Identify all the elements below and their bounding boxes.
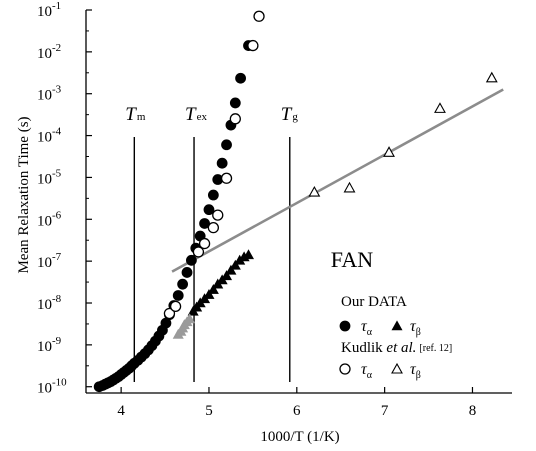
axes: 1000/T (1/K) Mean Relaxation Time (s): [16, 10, 512, 445]
kudlik-alpha-point: [163, 307, 176, 320]
alpha-point: [207, 189, 219, 201]
y-tick-label: 10-4: [37, 126, 62, 146]
series-triangle-filled: [187, 249, 255, 316]
legend-kudlik-beta-label: τβ: [410, 361, 421, 381]
series-circle-filled: [93, 40, 254, 393]
alpha-point: [221, 139, 232, 151]
y-tick-label: 10-10: [37, 377, 67, 397]
legend-alpha-label: τα: [361, 318, 373, 338]
fit-line-group: [171, 88, 504, 273]
y-tick-label: 10-3: [37, 84, 62, 104]
beta-point: [225, 264, 237, 275]
beta-point: [221, 270, 233, 281]
beta-point: [229, 259, 241, 270]
kudlik-beta-point: [383, 146, 395, 157]
legend-alpha-marker: [339, 320, 351, 332]
kudlik-alpha-point: [253, 10, 265, 22]
alpha-point: [235, 72, 246, 84]
beta-point: [203, 289, 215, 299]
y-tick-label: 10-9: [37, 335, 62, 355]
legend-kudlik-alpha-marker: [339, 363, 351, 375]
fit-line: [171, 88, 504, 273]
x-tick-label: 5: [205, 403, 213, 419]
legend-kudlik-title: Kudlik et al. [ref. 12]: [341, 340, 452, 356]
alpha-point: [216, 157, 228, 169]
alpha-point: [229, 97, 241, 109]
alpha-point: [181, 267, 193, 278]
y-tick-label: 10-1: [37, 0, 61, 20]
y-tick-label: 10-7: [37, 251, 62, 271]
legend-kudlik-alpha-label: τα: [361, 361, 373, 381]
y-tick-label: 10-5: [37, 167, 62, 187]
x-tick-label: 7: [381, 403, 389, 419]
kudlik-alpha-point: [247, 39, 259, 52]
legend-beta-label: τβ: [410, 318, 421, 338]
alpha-point: [203, 204, 215, 216]
y-tick-label: 10-6: [37, 209, 62, 229]
beta-point: [242, 249, 255, 260]
kudlik-alpha-point: [212, 209, 224, 221]
kudlik-alpha-point: [169, 300, 182, 313]
series-circle-open: [163, 10, 265, 320]
transition-label-ex: Tex: [185, 104, 207, 125]
x-axis-title: 1000/T (1/K): [260, 429, 339, 445]
transition-label-g: Tg: [281, 104, 299, 125]
series-triangle-open: [308, 71, 498, 197]
transition-label-m: Tm: [125, 104, 146, 125]
y-axis-title: Mean Relaxation Time (s): [16, 116, 32, 273]
series-triangle-filled: [172, 313, 196, 339]
kudlik-beta-point: [308, 185, 321, 197]
legend-our-data-title: Our DATA: [341, 294, 407, 310]
beta-point: [184, 313, 196, 324]
kudlik-alpha-point: [229, 113, 241, 125]
x-tick-label: 4: [117, 403, 125, 419]
kudlik-beta-point: [343, 181, 356, 193]
y-tick-label: 10-8: [37, 293, 62, 313]
alpha-point: [177, 278, 189, 290]
alpha-point: [186, 254, 197, 266]
legend-beta-marker: [391, 320, 403, 331]
data-points: [93, 10, 498, 393]
beta-point: [207, 283, 219, 294]
x-tick-label: 6: [293, 403, 301, 419]
legend-kudlik-beta-marker: [391, 362, 403, 374]
kudlik-beta-point: [485, 71, 498, 83]
kudlik-alpha-point: [220, 172, 233, 184]
kudlik-alpha-point: [207, 222, 220, 234]
legend: Our DATA τα τβ Kudlik et al. [ref. 12] τα τβ: [339, 294, 452, 381]
kudlik-alpha-point: [192, 246, 205, 258]
alpha-point: [172, 290, 184, 301]
y-tick-label: 10-2: [37, 42, 61, 62]
ticks: 4 5 6 7 8 10-10 10-9 10-8 10-7 10-6 10-5 10-4 10-3 10…: [37, 0, 476, 419]
system-label: FAN: [331, 247, 373, 272]
kudlik-alpha-point: [198, 237, 211, 250]
kudlik-beta-point: [434, 102, 446, 113]
x-tick-label: 8: [469, 403, 477, 419]
